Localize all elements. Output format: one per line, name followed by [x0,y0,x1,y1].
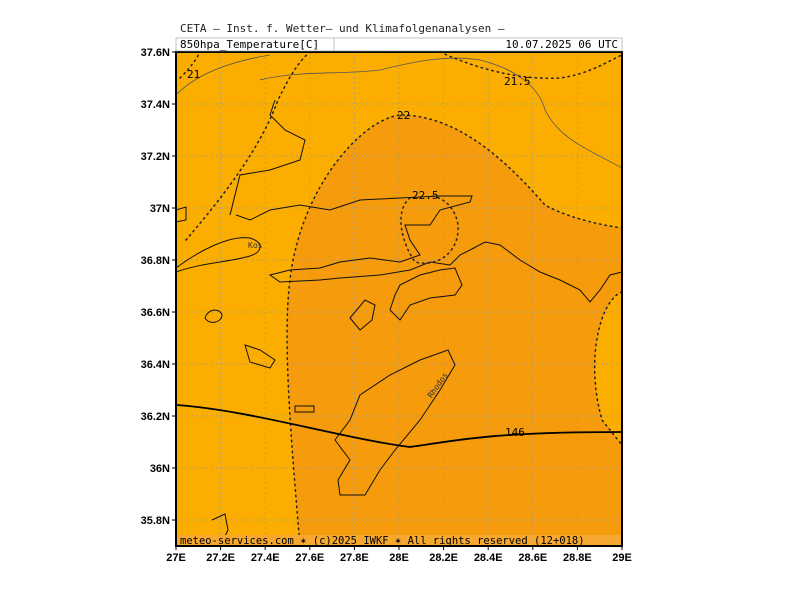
contour-label: 21 [187,68,200,81]
lon-tick-label: 29E [612,552,632,564]
datetime: 10.07.2025 06 UTC [505,38,618,51]
coastline [229,99,623,303]
header-title: CETA – Inst. f. Wetter– und Klimafolgena… [180,22,505,35]
map-area: 21 21.5 22 22.5 146 Kos Rhodos meteo-ser… [175,51,623,547]
lat-tick-label: 37N [150,203,170,215]
contour [439,51,623,80]
lat-tick-label: 36.6N [141,307,170,319]
contour [400,195,459,264]
parameter: 850hpa_Temperature[C] [180,38,319,51]
footer-bar [176,535,622,546]
rhodes-coast [334,349,456,496]
contour-label: 22 [397,109,410,122]
lon-tick-label: 28.2E [429,552,458,564]
lon-tick-label: 28.4E [474,552,503,564]
lat-tick-label: 35.8N [141,515,170,527]
lon-tick-label: 28.6E [518,552,547,564]
coastline [204,309,223,323]
contour-label: 146 [505,426,525,439]
shade-inner [287,115,622,546]
lat-tick-label: 37.6N [141,47,170,59]
lat-tick-label: 36.8N [141,255,170,267]
lon-tick-label: 27.8E [340,552,369,564]
lon-tick-label: 28E [389,552,409,564]
contour-label: 21.5 [504,75,531,88]
height-contour [175,404,623,448]
contour [185,51,311,241]
coastline [175,237,261,273]
contour-label: 22.5 [412,189,439,202]
lat-tick-label: 37.4N [141,99,170,111]
lon-tick-label: 27.2E [206,552,235,564]
lat-tick-label: 36.4N [141,359,170,371]
border-line [175,54,623,169]
contour [286,114,623,547]
lat-tick-label: 36N [150,463,170,475]
coastline [389,267,463,321]
contour [593,291,623,446]
contour [179,51,201,79]
lon-tick-label: 27.4E [251,552,280,564]
lat-tick-label: 37.2N [141,151,170,163]
lon-tick-label: 27.6E [295,552,324,564]
lon-tick-label: 27E [166,552,186,564]
coastline [244,344,276,369]
place-label: Kos [248,241,263,250]
footer: meteo-services.com ✶ (c)2025 IWKF ✶ All … [180,535,585,547]
header-bar [175,37,623,52]
lon-tick-label: 28.8E [563,552,592,564]
lat-tick-label: 36.2N [141,411,170,423]
coastline [294,405,315,413]
coastline [349,299,376,331]
